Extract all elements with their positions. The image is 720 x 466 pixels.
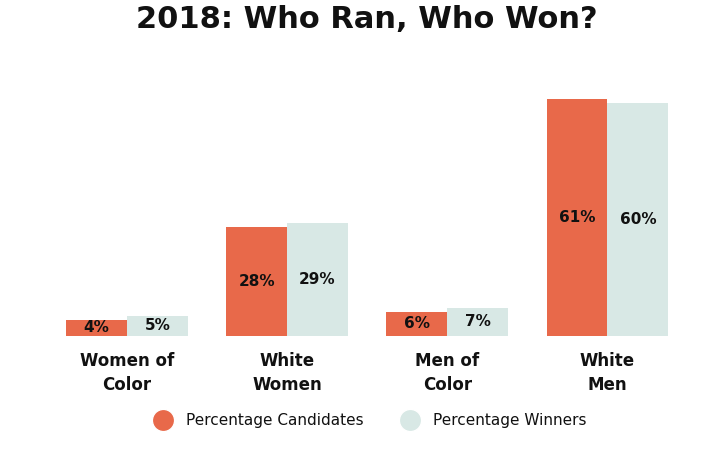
Text: 61%: 61% (559, 210, 595, 225)
Text: 60%: 60% (619, 212, 656, 226)
Legend: Percentage Candidates, Percentage Winners: Percentage Candidates, Percentage Winner… (142, 407, 593, 434)
Bar (546, 99, 608, 336)
Bar (387, 312, 447, 336)
Text: 4%: 4% (84, 320, 109, 335)
Bar (608, 103, 668, 336)
Title: 2018: Who Ran, Who Won?: 2018: Who Ran, Who Won? (136, 5, 598, 34)
Bar (287, 223, 348, 336)
Text: 28%: 28% (238, 274, 275, 288)
Bar (447, 308, 508, 336)
Bar (66, 320, 127, 336)
Bar (127, 316, 188, 336)
Text: 5%: 5% (145, 318, 171, 333)
Bar (226, 227, 287, 336)
Text: 29%: 29% (300, 272, 336, 287)
Text: 6%: 6% (404, 316, 430, 331)
Text: 7%: 7% (465, 315, 490, 329)
